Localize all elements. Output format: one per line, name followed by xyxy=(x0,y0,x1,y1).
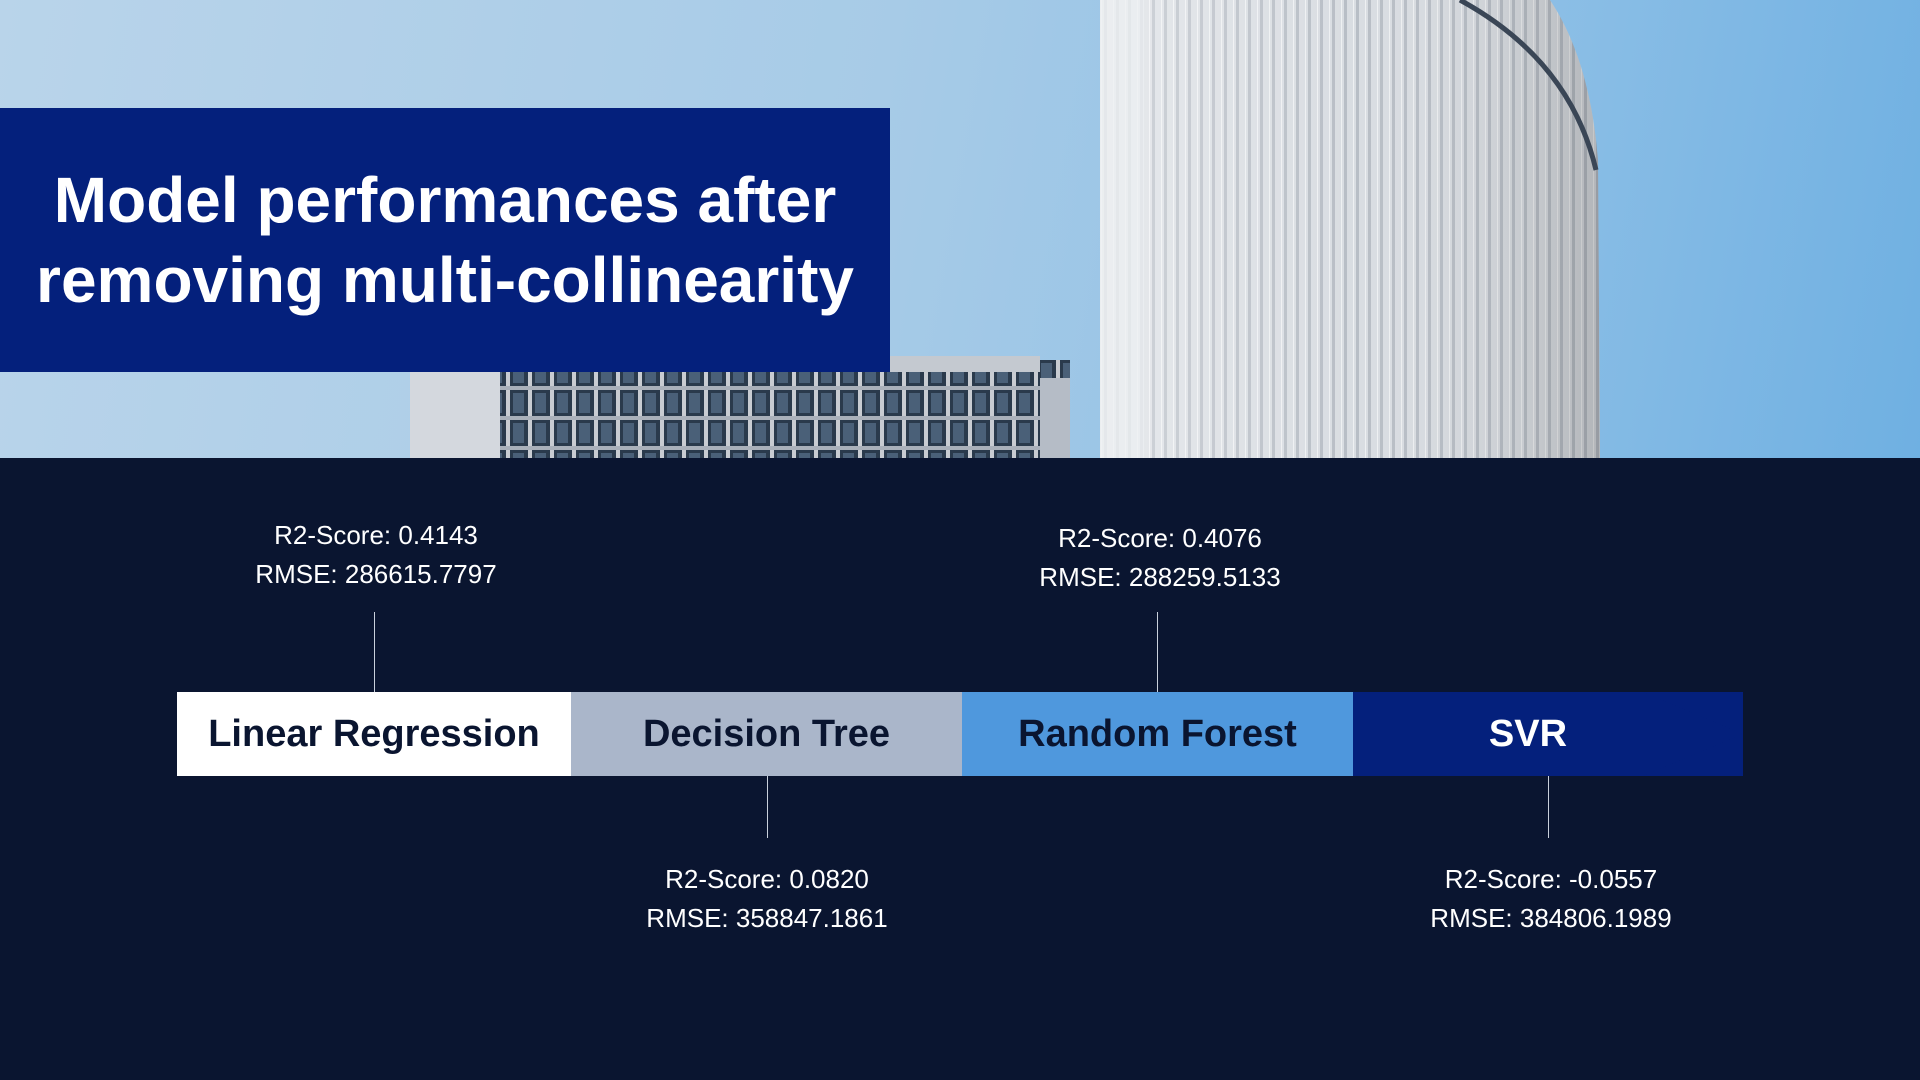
metrics-svr: R2-Score: -0.0557 RMSE: 384806.1989 xyxy=(1351,860,1751,938)
stage-label: SVR xyxy=(1488,712,1568,755)
r2-score: R2-Score: 0.0820 xyxy=(665,864,869,894)
background-photo xyxy=(0,0,1920,458)
metrics-linear-regression: R2-Score: 0.4143 RMSE: 286615.7797 xyxy=(176,516,576,594)
rmse-value: RMSE: 288259.5133 xyxy=(1039,562,1281,592)
r2-score: R2-Score: 0.4076 xyxy=(1058,523,1262,553)
buildings-illustration xyxy=(410,0,1600,458)
stage-label: Random Forest xyxy=(1018,712,1297,755)
stage-linear-regression: Linear Regression xyxy=(177,692,571,776)
connector-linear-regression xyxy=(374,612,375,692)
page-title: Model performances after removing multi-… xyxy=(36,164,854,316)
rmse-value: RMSE: 286615.7797 xyxy=(255,559,497,589)
connector-decision-tree xyxy=(767,776,768,838)
metrics-random-forest: R2-Score: 0.4076 RMSE: 288259.5133 xyxy=(960,519,1360,597)
r2-score: R2-Score: 0.4143 xyxy=(274,520,478,550)
title-banner: Model performances after removing multi-… xyxy=(0,108,890,372)
stage-label: Decision Tree xyxy=(642,712,891,755)
rmse-value: RMSE: 358847.1861 xyxy=(646,903,888,933)
stage-random-forest: Random Forest xyxy=(962,692,1353,776)
metrics-decision-tree: R2-Score: 0.0820 RMSE: 358847.1861 xyxy=(567,860,967,938)
r2-score: R2-Score: -0.0557 xyxy=(1444,864,1658,894)
connector-random-forest xyxy=(1157,612,1158,692)
connector-svr xyxy=(1548,776,1549,838)
rmse-value: RMSE: 384806.1989 xyxy=(1430,903,1672,933)
arrow-head xyxy=(1643,692,1743,776)
stage-decision-tree: Decision Tree xyxy=(571,692,962,776)
stage-label: Linear Regression xyxy=(208,712,540,755)
